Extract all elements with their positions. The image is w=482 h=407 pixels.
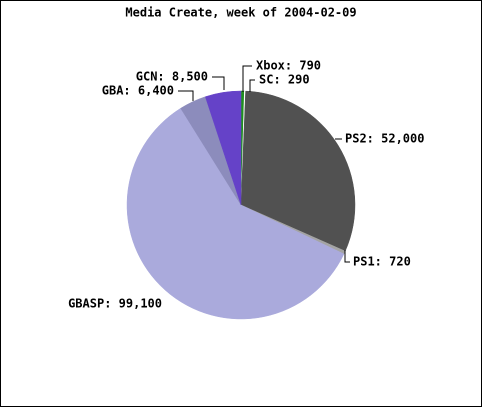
slice-label: SC: 290 xyxy=(259,73,310,87)
slice-label: GCN: 8,500 xyxy=(136,70,208,84)
leader-line xyxy=(249,79,255,92)
slice-label: Xbox: 790 xyxy=(256,59,321,73)
slice-label: GBASP: 99,100 xyxy=(68,297,162,311)
leader-line xyxy=(242,65,252,92)
leader-line xyxy=(178,90,194,101)
pie-slice xyxy=(205,90,242,206)
slice-label: PS1: 720 xyxy=(353,255,411,269)
chart-title: Media Create, week of 2004-02-09 xyxy=(125,6,356,20)
pie-slice xyxy=(126,107,345,320)
pie-slice xyxy=(240,90,356,252)
leader-line xyxy=(212,76,225,90)
slice-label: PS2: 52,000 xyxy=(345,132,424,146)
leader-line xyxy=(344,250,350,263)
slice-label: GBA: 6,400 xyxy=(102,84,174,98)
